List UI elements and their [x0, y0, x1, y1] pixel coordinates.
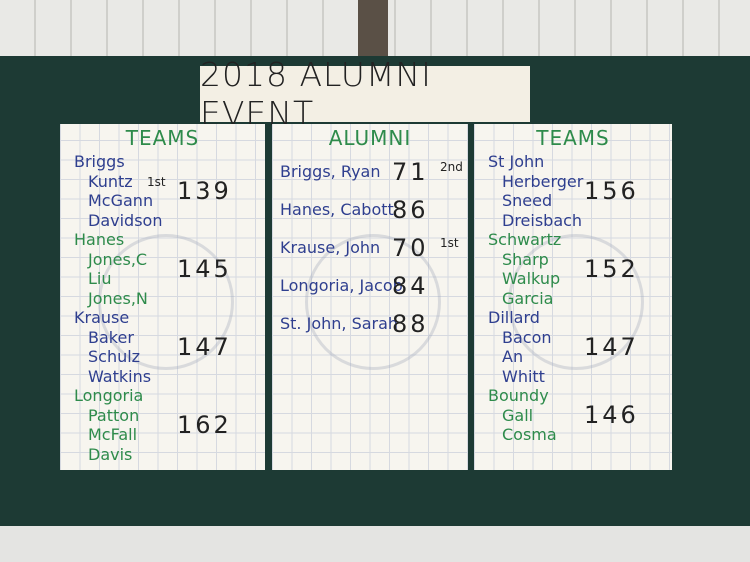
team-score: 147	[177, 333, 232, 361]
place: 1st	[440, 236, 459, 250]
beam	[358, 0, 388, 56]
alumni-score: 86	[392, 196, 429, 224]
logo-watermark	[305, 234, 441, 370]
team-member: Cosma	[502, 425, 557, 444]
team-member: Gall	[502, 405, 534, 425]
banner: 2018 ALUMNI EVENT	[200, 55, 530, 133]
team-member: Herberger	[502, 171, 584, 191]
team-member: Whitt	[502, 366, 545, 386]
team-name: Dillard	[488, 308, 540, 327]
team-name: Krause	[74, 308, 130, 327]
team-name: Hanes	[74, 230, 125, 249]
logo-watermark	[508, 234, 644, 370]
team-member: Sharp	[502, 249, 549, 269]
alumni-name: St. John, Sarah	[280, 314, 399, 333]
team-member: Jones,N	[88, 288, 148, 308]
team-score: 145	[177, 255, 232, 283]
board-title: ALUMNI	[328, 126, 412, 150]
team-member: Schulz	[88, 347, 141, 366]
alumni-score: 71	[392, 158, 429, 186]
alumni-score: 84	[392, 272, 429, 300]
team-member: Davis	[88, 444, 133, 464]
team-member: An	[502, 347, 524, 366]
team-member: Walkup	[502, 269, 561, 288]
team-name: St John	[488, 152, 545, 171]
team-member: Garcia	[502, 288, 554, 308]
team-member: McFall	[88, 425, 138, 444]
team-score: 152	[584, 255, 639, 283]
team-name: Boundy	[488, 386, 549, 405]
team-member: Dreisbach	[502, 210, 583, 230]
team-score: 146	[584, 401, 639, 430]
board: TEAMS Briggs Kuntz McGann Davidson 139 1st Hane…	[60, 124, 265, 470]
board-title: TEAMS	[125, 126, 200, 150]
team-member: Sneed	[502, 191, 553, 210]
alumni-name: Krause, John	[280, 238, 381, 257]
place: 1st	[147, 175, 166, 189]
team-member: Baker	[88, 327, 134, 347]
board: ALUMNI Briggs, Ryan 71 2nd Hanes, Cabott 86 Kr…	[272, 124, 468, 470]
team-name: Briggs	[74, 152, 125, 171]
team-member: Bacon	[502, 327, 552, 347]
team-score: 147	[584, 333, 639, 361]
board-title: TEAMS	[536, 126, 610, 150]
team-score: 139	[177, 177, 232, 205]
team-member: McGann	[88, 191, 154, 210]
alumni-name: Hanes, Cabott	[280, 200, 394, 219]
team-score: 162	[177, 411, 232, 439]
alumni-score: 70	[392, 234, 429, 262]
team-score: 156	[584, 177, 639, 205]
logo-watermark	[97, 234, 234, 370]
alumni-name: Briggs, Ryan	[280, 162, 381, 181]
place: 2nd	[440, 160, 463, 174]
team-member: Liu	[88, 269, 112, 288]
alumni-name: Longoria, Jacob	[280, 276, 403, 295]
alumni-score: 88	[392, 310, 429, 338]
board: TEAMS St John Herberger Sneed Dreisbach 156 Sc…	[474, 124, 672, 470]
floor	[0, 526, 750, 562]
team-name: Longoria	[74, 386, 144, 405]
team-member: Kuntz	[88, 171, 133, 191]
team-name: Schwartz	[488, 230, 562, 249]
team-member: Jones,C	[88, 249, 148, 269]
team-member: Watkins	[88, 366, 152, 386]
team-member: Patton	[88, 405, 140, 425]
team-member: Davidson	[88, 210, 163, 230]
